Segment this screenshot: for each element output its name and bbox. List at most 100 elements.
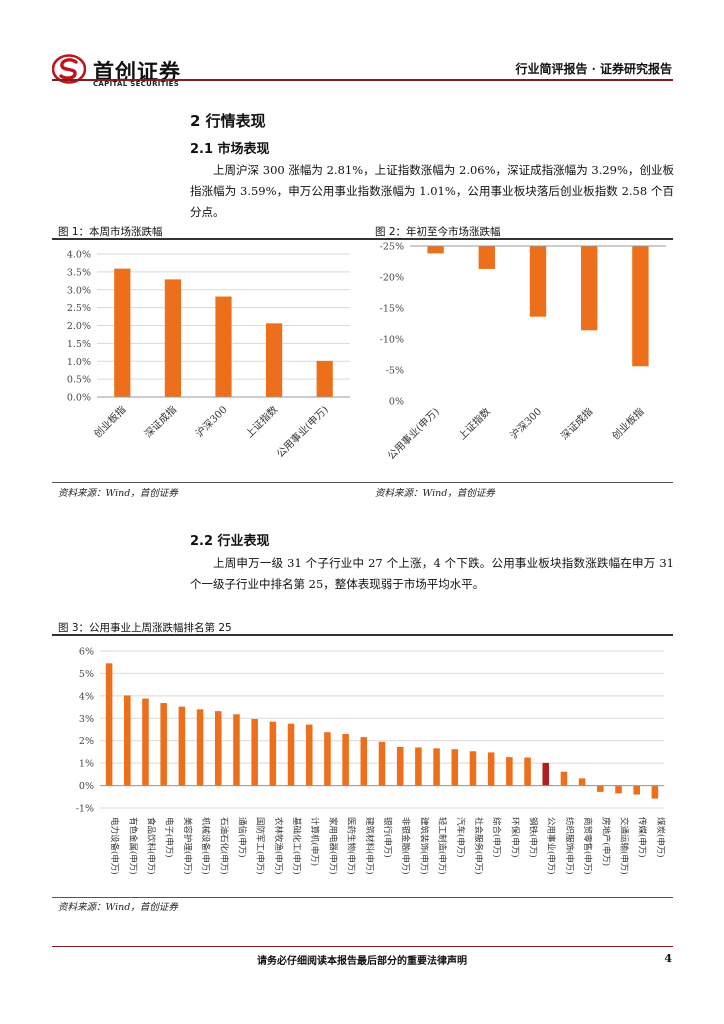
x-category-label: 公用事业(申万) [385, 405, 442, 462]
section-title: 2 行情表现 [190, 112, 266, 130]
x-category-label: 机械设备(申万) [200, 817, 211, 875]
x-category-label: 公用事业(申万) [274, 403, 331, 460]
disclaimer-note: 请务必仔细阅读本报告最后部分的重要法律声明 [257, 956, 467, 967]
logo-subtext: CAPITAL SECURITIES [93, 80, 180, 88]
y-tick-label: 1.0% [67, 357, 91, 368]
y-tick-label: 4% [79, 691, 94, 702]
header-divider [52, 79, 673, 81]
x-category-label: 煤炭(申万) [655, 817, 666, 858]
y-tick-label: 1% [79, 759, 94, 770]
fig2-title: 图 2：年初至今市场涨跌幅 [375, 226, 501, 238]
bar [633, 785, 640, 795]
x-category-label: 社会服务(申万) [473, 817, 484, 875]
x-category-label: 美容护理(申万) [182, 817, 193, 875]
x-category-label: 创业板指 [609, 405, 646, 442]
x-category-label: 银行(申万) [382, 817, 393, 858]
fig3-top-rule [52, 634, 673, 636]
y-tick-label: 6% [79, 647, 94, 658]
bar [415, 747, 422, 786]
bar [160, 703, 167, 786]
x-category-label: 深证成指 [142, 403, 179, 440]
y-tick-label: -20% [380, 273, 404, 284]
x-category-label: 沪深300 [193, 403, 230, 440]
y-tick-label: -10% [380, 335, 404, 346]
x-category-label: 深证成指 [558, 405, 595, 442]
fig3-title: 图 3：公用事业上周涨跌幅排名第 25 [58, 622, 232, 634]
y-tick-label: -25% [380, 242, 404, 253]
bar [196, 709, 204, 786]
y-tick-label: -1% [76, 804, 94, 815]
bar [287, 723, 295, 786]
bar [342, 733, 349, 786]
bar [324, 732, 331, 786]
y-tick-label: 0.0% [67, 393, 91, 404]
industry-paragraph: 上周申万一级 31 个子行业中 27 个上涨，4 个下跌。公用事业板块指数涨跌幅… [190, 556, 674, 591]
chart-industry-ranking: -1% 0% 1% 2% 3% 4% 5% 6% 电力设备(申万) 有色金属(申万) 食品饮料(申万… [76, 647, 666, 875]
bar [506, 757, 513, 786]
fig-bottom-rule [52, 482, 673, 483]
chart-weekly-market: 0.0% 0.5% 1.0% 1.5% 2.0% 2.5% 3.0% 3.5% 4.0% 创业板指… [67, 250, 350, 460]
fig1-source: 资料来源：Wind，首创证券 [58, 488, 178, 499]
x-category-label: 建筑装饰(申万) [418, 817, 429, 875]
x-category-label: 传媒(申万) [637, 817, 648, 858]
bar [632, 246, 649, 367]
y-tick-label: 3.0% [67, 285, 91, 296]
fig3-bottom-rule [52, 897, 673, 898]
x-category-label: 轻工制造(申万) [437, 817, 448, 875]
bar [615, 785, 622, 794]
y-tick-label: 0.5% [67, 375, 91, 386]
bar [581, 246, 598, 331]
y-tick-label: 3% [79, 714, 94, 725]
y-tick-label: 0% [79, 781, 94, 792]
x-category-label: 电子(申万) [164, 817, 175, 858]
bar [305, 724, 313, 786]
bar [469, 751, 477, 786]
bar [378, 741, 386, 786]
bar [451, 749, 459, 786]
x-category-label: 纺织服饰(申万) [564, 817, 575, 875]
fig1-title: 图 1：本周市场涨跌幅 [58, 226, 163, 238]
x-category-label: 电力设备(申万) [109, 817, 120, 875]
market-paragraph: 上周沪深 300 涨幅为 2.81%，上证指数涨幅为 2.06%，深证成指涨幅为… [190, 163, 674, 219]
x-category-label: 交通运输(申万) [619, 817, 630, 875]
y-tick-label: 2.5% [67, 303, 91, 314]
x-category-label: 房地产(申万) [600, 817, 611, 866]
y-tick-label: 4.0% [67, 250, 91, 261]
y-tick-label: -5% [386, 366, 404, 377]
bar [524, 757, 531, 786]
bar [178, 706, 186, 786]
bar [105, 663, 113, 786]
bar [233, 714, 240, 786]
x-category-label: 汽车(申万) [455, 817, 466, 858]
x-category-label: 计算机(申万) [309, 817, 320, 866]
y-tick-label: 0% [389, 397, 404, 408]
footer-divider [52, 946, 673, 947]
bar [578, 778, 586, 786]
bar [597, 785, 604, 792]
bar [164, 279, 181, 397]
bar [215, 296, 232, 397]
x-category-label: 建筑材料(申万) [364, 817, 375, 875]
bar [266, 323, 283, 397]
x-category-label: 钢铁(申万) [528, 817, 539, 858]
bar [114, 268, 131, 397]
y-tick-label: 1.5% [67, 339, 91, 350]
bar [396, 746, 404, 786]
x-category-label: 公用事业(申万) [546, 817, 557, 875]
bar [478, 246, 495, 269]
bar [251, 718, 258, 786]
bar [316, 360, 333, 397]
bar [651, 785, 659, 799]
x-category-label: 家用电器(申万) [327, 817, 338, 875]
page-number: 4 [664, 952, 672, 965]
bar [560, 771, 568, 786]
x-category-label: 农林牧渔(申万) [273, 817, 284, 875]
chart-ytd-market: 0% -5% -10% -15% -20% -25% 公用事业(申万) 上证指数 沪深300 深证… [380, 242, 666, 462]
report-type: 行业简评报告 · 证券研究报告 [515, 62, 672, 76]
x-category-label: 食品饮料(申万) [145, 817, 156, 875]
fig-top-rule [52, 238, 673, 240]
fig2-source: 资料来源：Wind，首创证券 [375, 488, 495, 499]
bar [142, 698, 149, 786]
bar [124, 695, 131, 786]
x-category-label: 非银金融(申万) [400, 817, 411, 875]
